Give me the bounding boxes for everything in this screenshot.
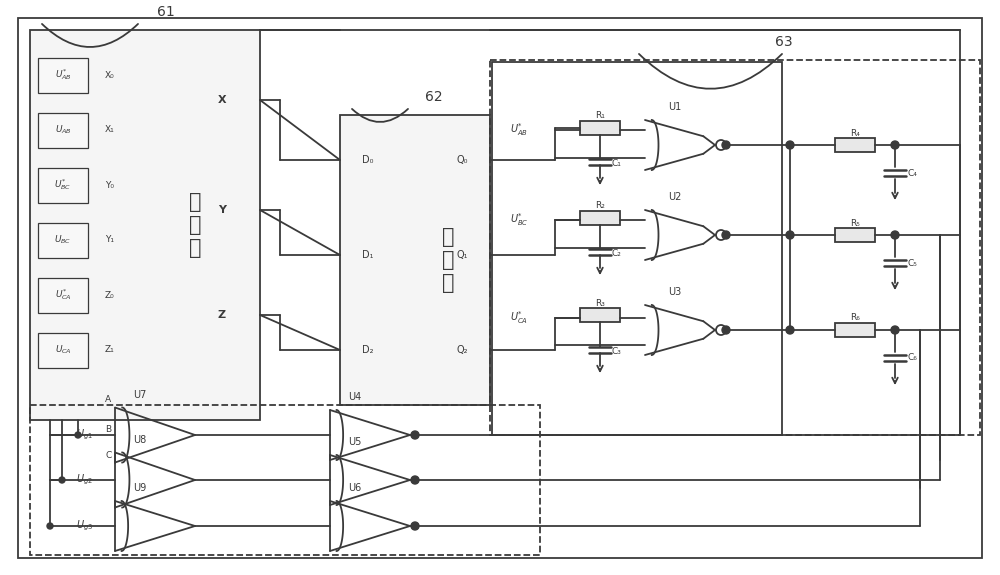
Bar (492, 62, 782, 435)
Circle shape (722, 141, 730, 149)
Text: C₄: C₄ (908, 168, 918, 178)
Text: C₆: C₆ (908, 354, 918, 362)
Text: R₆: R₆ (850, 313, 860, 323)
Text: R₂: R₂ (595, 201, 605, 210)
Bar (30, 30, 260, 420)
Text: U1: U1 (668, 102, 682, 112)
Text: D₁: D₁ (362, 250, 374, 260)
Bar (38, 332, 88, 367)
Text: 锁
存
器: 锁 存 器 (442, 227, 454, 293)
Circle shape (47, 523, 53, 529)
Bar (30, 405, 540, 555)
Circle shape (786, 326, 794, 334)
Text: X₁: X₁ (105, 125, 115, 135)
Bar (580, 308, 620, 322)
Text: X: X (218, 95, 226, 105)
Circle shape (786, 141, 794, 149)
Circle shape (786, 231, 794, 239)
Text: $U_{BC}^{*}$: $U_{BC}^{*}$ (510, 212, 529, 228)
Text: $U_{CA}$: $U_{CA}$ (55, 344, 71, 356)
Circle shape (891, 141, 899, 149)
Text: C: C (105, 450, 111, 459)
Circle shape (722, 231, 730, 239)
Bar (835, 228, 875, 242)
Text: A: A (105, 396, 111, 404)
Text: U9: U9 (133, 483, 147, 493)
Circle shape (891, 231, 899, 239)
Text: $U_{AB}^{*}$: $U_{AB}^{*}$ (55, 67, 71, 82)
Text: B: B (105, 426, 111, 435)
Text: D₀: D₀ (362, 155, 374, 165)
Text: U2: U2 (668, 192, 682, 202)
Text: U5: U5 (348, 437, 362, 447)
Text: R₄: R₄ (850, 128, 860, 137)
Text: Q₂: Q₂ (456, 345, 468, 355)
Text: C₂: C₂ (612, 250, 622, 259)
Bar (580, 211, 620, 225)
Circle shape (59, 477, 65, 483)
Text: U6: U6 (348, 483, 362, 493)
Text: C₁: C₁ (612, 159, 622, 168)
Text: C₅: C₅ (908, 259, 918, 267)
Text: Q₁: Q₁ (456, 250, 468, 260)
Circle shape (411, 431, 419, 439)
Circle shape (411, 522, 419, 530)
Text: R₃: R₃ (595, 298, 605, 308)
Text: U7: U7 (133, 390, 147, 400)
Bar (580, 121, 620, 135)
Bar (38, 113, 88, 148)
Text: Z: Z (218, 310, 226, 320)
Text: D₂: D₂ (362, 345, 374, 355)
Text: X₀: X₀ (105, 71, 115, 79)
Text: C₃: C₃ (612, 347, 622, 356)
Bar (38, 58, 88, 93)
Text: U3: U3 (668, 287, 682, 297)
Text: 62: 62 (425, 90, 443, 104)
Text: $U_{g2}$: $U_{g2}$ (76, 473, 94, 487)
Bar (835, 323, 875, 337)
Bar (490, 60, 980, 435)
Text: U4: U4 (348, 392, 362, 402)
Text: $U_{BC}^{*}$: $U_{BC}^{*}$ (54, 178, 72, 193)
Circle shape (75, 432, 81, 438)
Text: 63: 63 (775, 35, 793, 49)
Text: R₁: R₁ (595, 112, 605, 121)
Bar (38, 278, 88, 312)
Text: Y: Y (218, 205, 226, 215)
Text: $U_{BC}$: $U_{BC}$ (54, 234, 72, 246)
Text: $U_{g1}$: $U_{g1}$ (76, 428, 94, 442)
Bar (38, 223, 88, 258)
Bar (835, 138, 875, 152)
Circle shape (411, 476, 419, 484)
Text: Z₀: Z₀ (105, 290, 115, 300)
Text: U8: U8 (133, 435, 147, 445)
Text: $U_{AB}^{*}$: $U_{AB}^{*}$ (510, 121, 528, 139)
Text: 运
算
器: 运 算 器 (189, 192, 202, 258)
Circle shape (722, 326, 730, 334)
Circle shape (891, 326, 899, 334)
Text: Z₁: Z₁ (105, 346, 115, 355)
Text: $U_{CA}^{*}$: $U_{CA}^{*}$ (55, 288, 71, 302)
Bar (38, 167, 88, 202)
Text: 61: 61 (156, 5, 174, 19)
Text: $U_{CA}^{*}$: $U_{CA}^{*}$ (510, 309, 528, 327)
Text: $U_{g3}$: $U_{g3}$ (76, 519, 94, 533)
Text: $U_{AB}$: $U_{AB}$ (55, 124, 71, 136)
Text: R₅: R₅ (850, 218, 860, 228)
Text: Y₀: Y₀ (105, 181, 114, 190)
Text: Q₀: Q₀ (456, 155, 468, 165)
Bar (340, 115, 490, 405)
Text: Y₁: Y₁ (105, 236, 114, 244)
